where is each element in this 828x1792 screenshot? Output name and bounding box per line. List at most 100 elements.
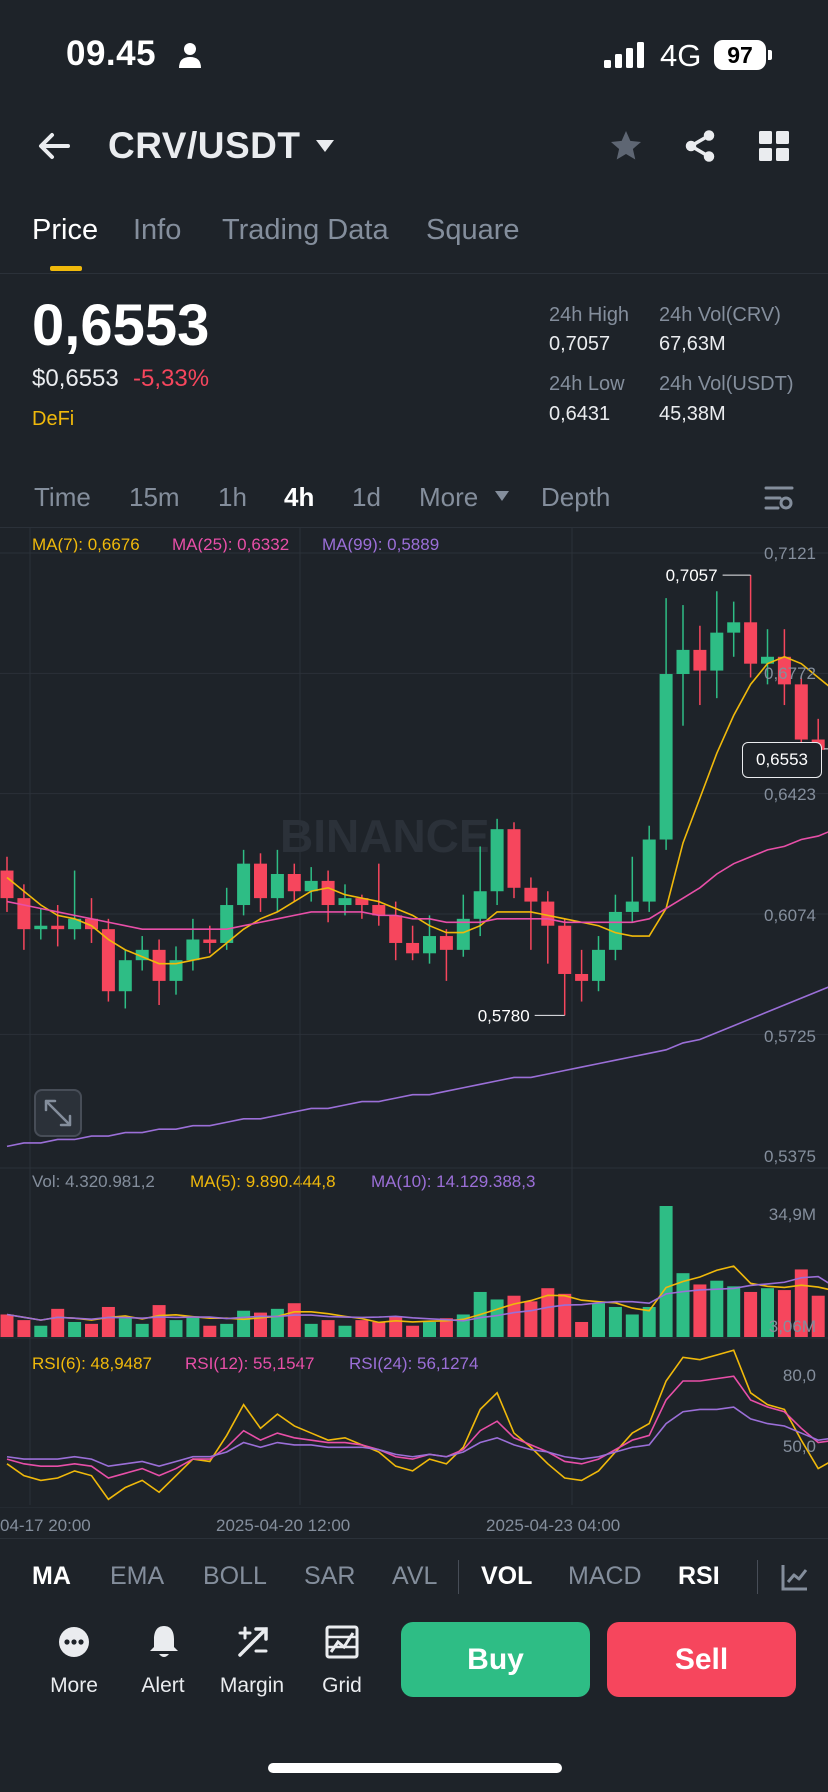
volume-bar xyxy=(372,1321,386,1337)
home-indicator xyxy=(268,1763,562,1773)
rsi6-line xyxy=(6,1349,828,1501)
indicator-separator xyxy=(458,1560,459,1594)
candle-body xyxy=(135,949,149,961)
volume-bar xyxy=(642,1306,656,1337)
tab-trading-data[interactable]: Trading Data xyxy=(222,214,389,246)
tab-info[interactable]: Info xyxy=(133,214,182,246)
grid-layout-icon[interactable] xyxy=(758,130,790,162)
chart-settings-icon[interactable] xyxy=(764,484,794,512)
ma25-line xyxy=(6,831,828,930)
bell-icon[interactable] xyxy=(147,1623,181,1659)
chevron-down-icon[interactable] xyxy=(314,138,336,154)
volume-bar xyxy=(423,1321,436,1337)
candle-body xyxy=(473,891,487,919)
volume-bar xyxy=(51,1308,65,1337)
category-tag[interactable]: DeFi xyxy=(32,408,75,430)
interval-more[interactable]: More xyxy=(419,482,479,512)
fullscreen-button[interactable] xyxy=(34,1089,82,1137)
price-axis-label: 0,6772 xyxy=(764,664,816,683)
candle-body xyxy=(34,925,48,930)
volume-bar xyxy=(237,1310,251,1337)
high-label: 24h High xyxy=(549,304,630,326)
indicator-boll[interactable]: BOLL xyxy=(203,1562,267,1590)
volume-bar xyxy=(135,1323,149,1337)
high-value: 0,7057 xyxy=(549,333,611,355)
candle-body xyxy=(372,905,386,916)
network-type: 4G xyxy=(660,38,702,73)
star-icon[interactable] xyxy=(608,128,644,164)
volume-bar xyxy=(608,1306,622,1337)
buy-button[interactable]: Buy xyxy=(401,1622,590,1697)
candle-body xyxy=(676,649,690,675)
tab-price[interactable]: Price xyxy=(32,214,99,246)
more-icon[interactable] xyxy=(57,1625,91,1659)
nav-margin[interactable]: Margin xyxy=(219,1674,285,1697)
volume-bar xyxy=(304,1323,318,1337)
volume-bar xyxy=(68,1321,82,1337)
indicator-settings-icon[interactable] xyxy=(780,1562,810,1592)
candle-body xyxy=(642,839,656,902)
candle-body xyxy=(51,925,65,930)
candle-body xyxy=(777,656,791,685)
interval-depth[interactable]: Depth xyxy=(541,482,611,512)
expand-icon xyxy=(44,1099,72,1127)
back-arrow-icon[interactable] xyxy=(36,128,72,164)
candle-body xyxy=(169,960,183,981)
indicator-vol[interactable]: VOL xyxy=(481,1562,533,1590)
volume-bar xyxy=(203,1325,217,1337)
indicator-ma[interactable]: MA xyxy=(32,1562,71,1590)
candle-body xyxy=(524,887,538,902)
indicator-ema[interactable]: EMA xyxy=(110,1562,165,1590)
candle-body xyxy=(439,936,453,950)
battery-level: 97 xyxy=(727,42,753,68)
nav-more[interactable]: More xyxy=(50,1674,98,1697)
margin-icon[interactable] xyxy=(236,1625,270,1659)
volume-bar xyxy=(439,1318,453,1337)
candlestick-chart[interactable]: BINANCE 0,7057 0,5780 xyxy=(0,528,828,1508)
pair-title[interactable]: CRV/USDT xyxy=(108,125,301,166)
battery-tip xyxy=(768,50,772,60)
candle-body xyxy=(761,656,774,664)
candle-body xyxy=(575,973,589,981)
nav-grid[interactable]: Grid xyxy=(322,1674,362,1697)
volume-bar xyxy=(811,1295,825,1337)
ma7-line xyxy=(6,655,828,965)
volume-bar xyxy=(169,1320,183,1337)
price-axis-label: 0,5375 xyxy=(764,1147,816,1166)
tab-square[interactable]: Square xyxy=(426,214,520,246)
indicator-macd[interactable]: MACD xyxy=(568,1562,642,1590)
volume-bar xyxy=(744,1291,758,1337)
rsi24-legend: RSI(24): 56,1274 xyxy=(349,1354,479,1373)
candle-body xyxy=(338,898,352,906)
nav-alert[interactable]: Alert xyxy=(141,1674,185,1697)
interval-4h[interactable]: 4h xyxy=(284,482,315,512)
grid-bot-icon[interactable] xyxy=(325,1625,359,1659)
volume-axis-label: 34,9M xyxy=(768,1205,816,1224)
interval-15m[interactable]: 15m xyxy=(129,482,180,512)
candle-body xyxy=(0,870,14,899)
interval-1d[interactable]: 1d xyxy=(352,482,381,512)
indicator-avl[interactable]: AVL xyxy=(392,1562,438,1590)
volume-ma10-line xyxy=(6,1275,828,1322)
battery-icon: 97 xyxy=(714,40,766,70)
indicator-sar[interactable]: SAR xyxy=(304,1562,356,1590)
volume-bar xyxy=(524,1301,538,1337)
volume-bar xyxy=(659,1206,673,1337)
candle-body xyxy=(608,911,622,950)
sell-button[interactable]: Sell xyxy=(607,1622,796,1697)
indicator-rsi[interactable]: RSI xyxy=(678,1562,720,1590)
candle-body xyxy=(507,829,521,888)
volume-bar xyxy=(186,1316,200,1337)
ma25-legend: MA(25): 0,6332 xyxy=(172,535,290,554)
interval-1h[interactable]: 1h xyxy=(218,482,247,512)
volume-bar xyxy=(676,1273,690,1337)
candle-body xyxy=(558,925,572,974)
candle-body xyxy=(693,649,707,671)
candle-body xyxy=(68,918,82,930)
intervals-divider xyxy=(0,527,828,528)
candle-body xyxy=(101,929,115,992)
candle-body xyxy=(254,863,267,899)
more-chevron-icon[interactable] xyxy=(494,490,510,502)
interval-time[interactable]: Time xyxy=(34,482,91,512)
share-icon[interactable] xyxy=(682,128,718,164)
